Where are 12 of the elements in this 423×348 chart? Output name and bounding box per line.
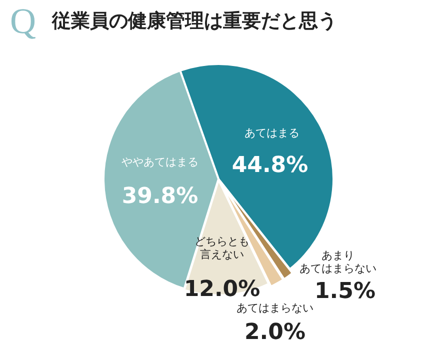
data-label: 39.8%: [122, 184, 198, 210]
text: Q: [10, 0, 36, 42]
slice-label: あてはまる: [244, 126, 300, 140]
slice-label: あまりあてはまらない: [300, 248, 376, 276]
data-label: 2.0%: [244, 320, 306, 346]
slice-label: どちらとも言えない: [194, 234, 250, 262]
data-label: 44.8%: [232, 152, 308, 180]
data-label: 12.0%: [184, 276, 260, 303]
slice-label: ややあてはまる: [122, 155, 198, 169]
data-label: 1.5%: [314, 278, 376, 306]
slice-label: あてはまらない: [236, 301, 314, 315]
chart-title: 従業員の健康管理は重要だと思う: [52, 9, 337, 34]
